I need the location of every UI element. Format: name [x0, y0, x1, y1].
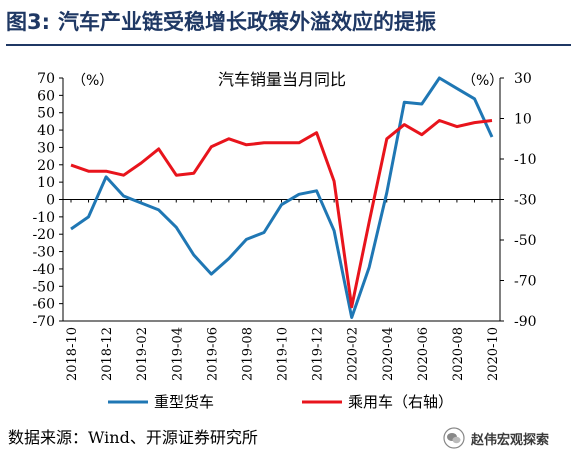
line-chart: -70-60-50-40-30-20-10010203040506070-90-…: [32, 70, 536, 411]
chart-title: 汽车销量当月同比: [218, 70, 346, 89]
x-tick-label: 2019-10: [276, 327, 291, 381]
watermark-text: 赵伟宏观探索: [471, 432, 550, 448]
left-tick-label: 50: [37, 106, 55, 122]
figure-title: 图3: 汽车产业链受稳增长政策外溢效应的提振: [6, 4, 571, 40]
right-axis-unit: （%）: [462, 73, 503, 89]
source-note: 数据来源：Wind、开源证券研究所: [8, 428, 258, 447]
x-tick-label: 2019-08: [240, 327, 255, 381]
x-tick-label: 2018-10: [65, 327, 80, 381]
title-rule: [6, 44, 571, 46]
x-tick-label: 2019-04: [170, 327, 185, 381]
wechat-icon: [443, 427, 465, 449]
left-tick-label: -30: [32, 245, 55, 261]
legend-label-1: 重型货车: [154, 393, 214, 411]
x-tick-label: 2020-08: [451, 327, 466, 381]
left-tick-label: -10: [32, 210, 55, 226]
x-tick-label: 2020-06: [416, 327, 431, 381]
left-tick-label: 70: [37, 71, 55, 87]
right-tick-label: -30: [514, 193, 537, 209]
left-tick-label: 60: [37, 88, 55, 104]
left-tick-label: 30: [37, 140, 55, 156]
x-tick-label: 2019-06: [205, 327, 220, 381]
x-tick-label: 2019-02: [135, 327, 150, 381]
chart-legend: 重型货车 乘用车（右轴）: [108, 393, 453, 411]
left-tick-label: 20: [37, 158, 55, 174]
right-tick-label: 10: [514, 112, 532, 128]
left-tick-label: -70: [32, 314, 55, 330]
right-tick-label: -50: [514, 233, 537, 249]
left-axis-unit: （%）: [72, 73, 113, 89]
left-tick-label: 10: [37, 175, 55, 191]
left-tick-label: -60: [32, 297, 55, 313]
series-line-2: [70, 119, 493, 309]
left-tick-label: -50: [32, 279, 55, 295]
x-tick-label: 2019-12: [311, 327, 326, 381]
right-tick-label: -90: [514, 314, 537, 330]
left-tick-label: 40: [37, 123, 55, 139]
figure-title-text: 汽车产业链受稳增长政策外溢效应的提振: [58, 10, 437, 34]
right-tick-label: 30: [514, 71, 532, 87]
figure-number: 图3:: [6, 10, 51, 34]
left-tick-label: 0: [46, 193, 55, 209]
x-tick-label: 2020-02: [346, 327, 361, 381]
right-tick-label: -70: [514, 274, 537, 290]
series-line-1: [70, 76, 494, 319]
x-tick-label: 2020-10: [486, 327, 501, 381]
chart-labels: -70-60-50-40-30-20-10010203040506070-90-…: [32, 70, 536, 381]
left-tick-label: -20: [32, 227, 55, 243]
x-tick-label: 2018-12: [100, 327, 115, 381]
left-tick-label: -40: [32, 262, 55, 278]
right-tick-label: -10: [514, 152, 537, 168]
x-tick-label: 2020-04: [381, 327, 396, 381]
legend-label-2: 乘用车（右轴）: [348, 393, 453, 411]
watermark: 赵伟宏观探索: [443, 425, 549, 451]
chart-series: [70, 76, 494, 319]
chart-axes: [59, 77, 504, 322]
